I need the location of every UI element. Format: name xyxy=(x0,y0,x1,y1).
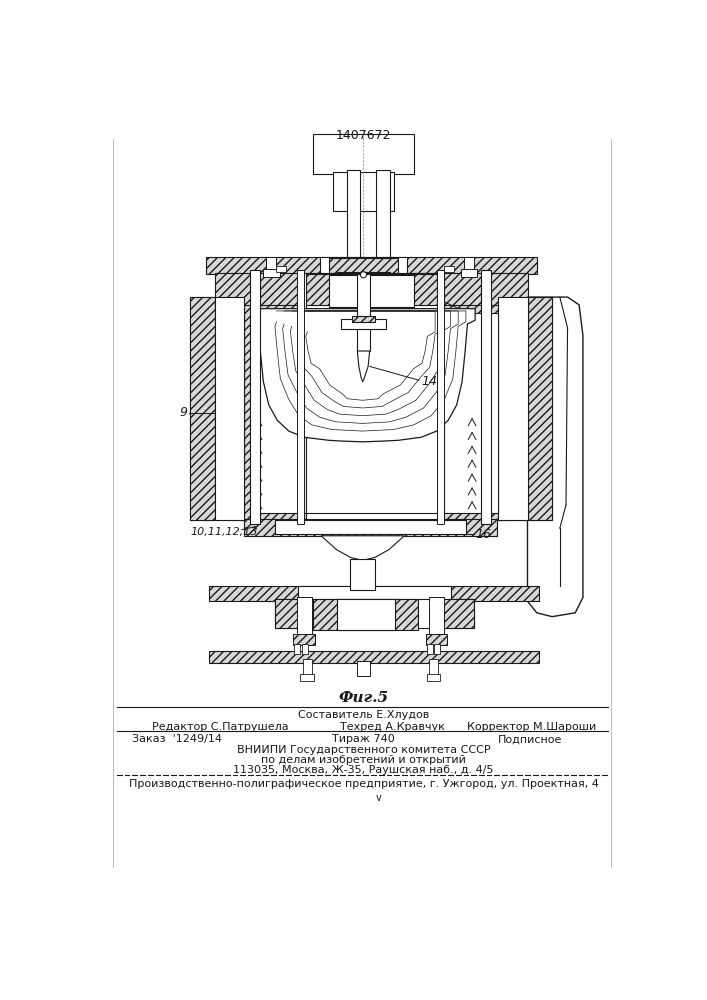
Text: Заказ  '1249/14: Заказ '1249/14 xyxy=(132,734,223,744)
Bar xyxy=(275,599,313,628)
Bar xyxy=(444,312,498,513)
Bar xyxy=(300,674,314,681)
Bar xyxy=(206,257,537,274)
Polygon shape xyxy=(256,309,475,442)
Text: v: v xyxy=(376,793,382,803)
Bar xyxy=(252,312,305,513)
Bar xyxy=(215,297,244,520)
Bar xyxy=(444,266,454,272)
Bar xyxy=(333,172,395,211)
Bar xyxy=(313,599,418,630)
Bar xyxy=(190,297,244,520)
Bar xyxy=(352,316,375,322)
Bar xyxy=(276,266,286,272)
Bar xyxy=(329,258,398,273)
Bar xyxy=(296,270,304,524)
Bar xyxy=(426,644,433,654)
Text: Производственно-полиграфическое предприятие, г. Ужгород, ул. Проектная, 4: Производственно-полиграфическое предприя… xyxy=(129,779,598,789)
Text: Техред А.Кравчук: Техред А.Кравчук xyxy=(340,722,445,732)
Bar xyxy=(346,170,361,266)
Bar xyxy=(209,651,539,663)
Circle shape xyxy=(361,272,366,278)
Bar xyxy=(313,134,414,174)
Bar xyxy=(215,273,527,309)
Bar xyxy=(209,586,539,601)
Bar xyxy=(190,297,215,520)
Bar xyxy=(266,257,276,274)
Polygon shape xyxy=(527,297,583,617)
Bar xyxy=(250,270,259,524)
Text: Редактор С.Патрушела: Редактор С.Патрушела xyxy=(152,722,288,732)
Polygon shape xyxy=(321,536,404,560)
Bar xyxy=(429,659,438,676)
Bar xyxy=(244,305,305,520)
Bar xyxy=(341,319,386,329)
Bar xyxy=(498,297,552,520)
Bar xyxy=(337,272,390,291)
Bar xyxy=(298,273,444,309)
Bar xyxy=(527,297,552,520)
Text: 1407672: 1407672 xyxy=(336,129,391,142)
Bar xyxy=(244,519,497,536)
Text: 10,11,12,13: 10,11,12,13 xyxy=(190,527,258,537)
Text: Подписное: Подписное xyxy=(498,734,563,744)
Bar xyxy=(434,644,440,654)
Bar xyxy=(294,644,300,654)
Text: 113035, Москва, Ж-35, Раушская наб., д. 4/5: 113035, Москва, Ж-35, Раушская наб., д. … xyxy=(233,765,493,775)
Bar xyxy=(305,305,444,513)
Text: 14: 14 xyxy=(421,375,437,388)
Bar xyxy=(337,599,395,630)
Bar xyxy=(351,559,375,590)
Bar xyxy=(481,270,491,524)
Bar xyxy=(376,170,390,266)
Bar xyxy=(303,659,312,676)
Text: по делам изобретений и открытий: по делам изобретений и открытий xyxy=(261,755,466,765)
Text: Корректор М.Шароши: Корректор М.Шароши xyxy=(467,722,597,732)
Bar xyxy=(305,274,437,308)
Bar xyxy=(460,269,477,277)
Bar xyxy=(329,275,414,307)
Text: Составитель Е.Хлудов: Составитель Е.Хлудов xyxy=(298,710,429,720)
Bar xyxy=(262,269,279,277)
Bar xyxy=(429,597,444,636)
Bar xyxy=(426,674,440,681)
Bar xyxy=(435,599,474,628)
Bar xyxy=(437,270,444,524)
Bar xyxy=(296,597,312,636)
Text: Фиг.5: Фиг.5 xyxy=(339,691,389,705)
Bar xyxy=(357,274,370,351)
Bar xyxy=(298,586,450,601)
Bar xyxy=(357,661,370,676)
Text: 9: 9 xyxy=(179,406,187,419)
Text: 16: 16 xyxy=(475,528,491,541)
Bar xyxy=(498,297,527,520)
Bar xyxy=(426,634,448,645)
Bar xyxy=(464,257,474,274)
Bar xyxy=(302,644,308,654)
Polygon shape xyxy=(357,351,370,382)
Bar xyxy=(444,305,506,520)
Bar xyxy=(293,634,315,645)
Bar xyxy=(275,599,474,628)
Bar xyxy=(275,520,466,534)
Text: Тираж 740: Тираж 740 xyxy=(332,734,395,744)
Text: ВНИИПИ Государственного комитета СССР: ВНИИПИ Государственного комитета СССР xyxy=(237,745,491,755)
Bar xyxy=(320,257,407,274)
